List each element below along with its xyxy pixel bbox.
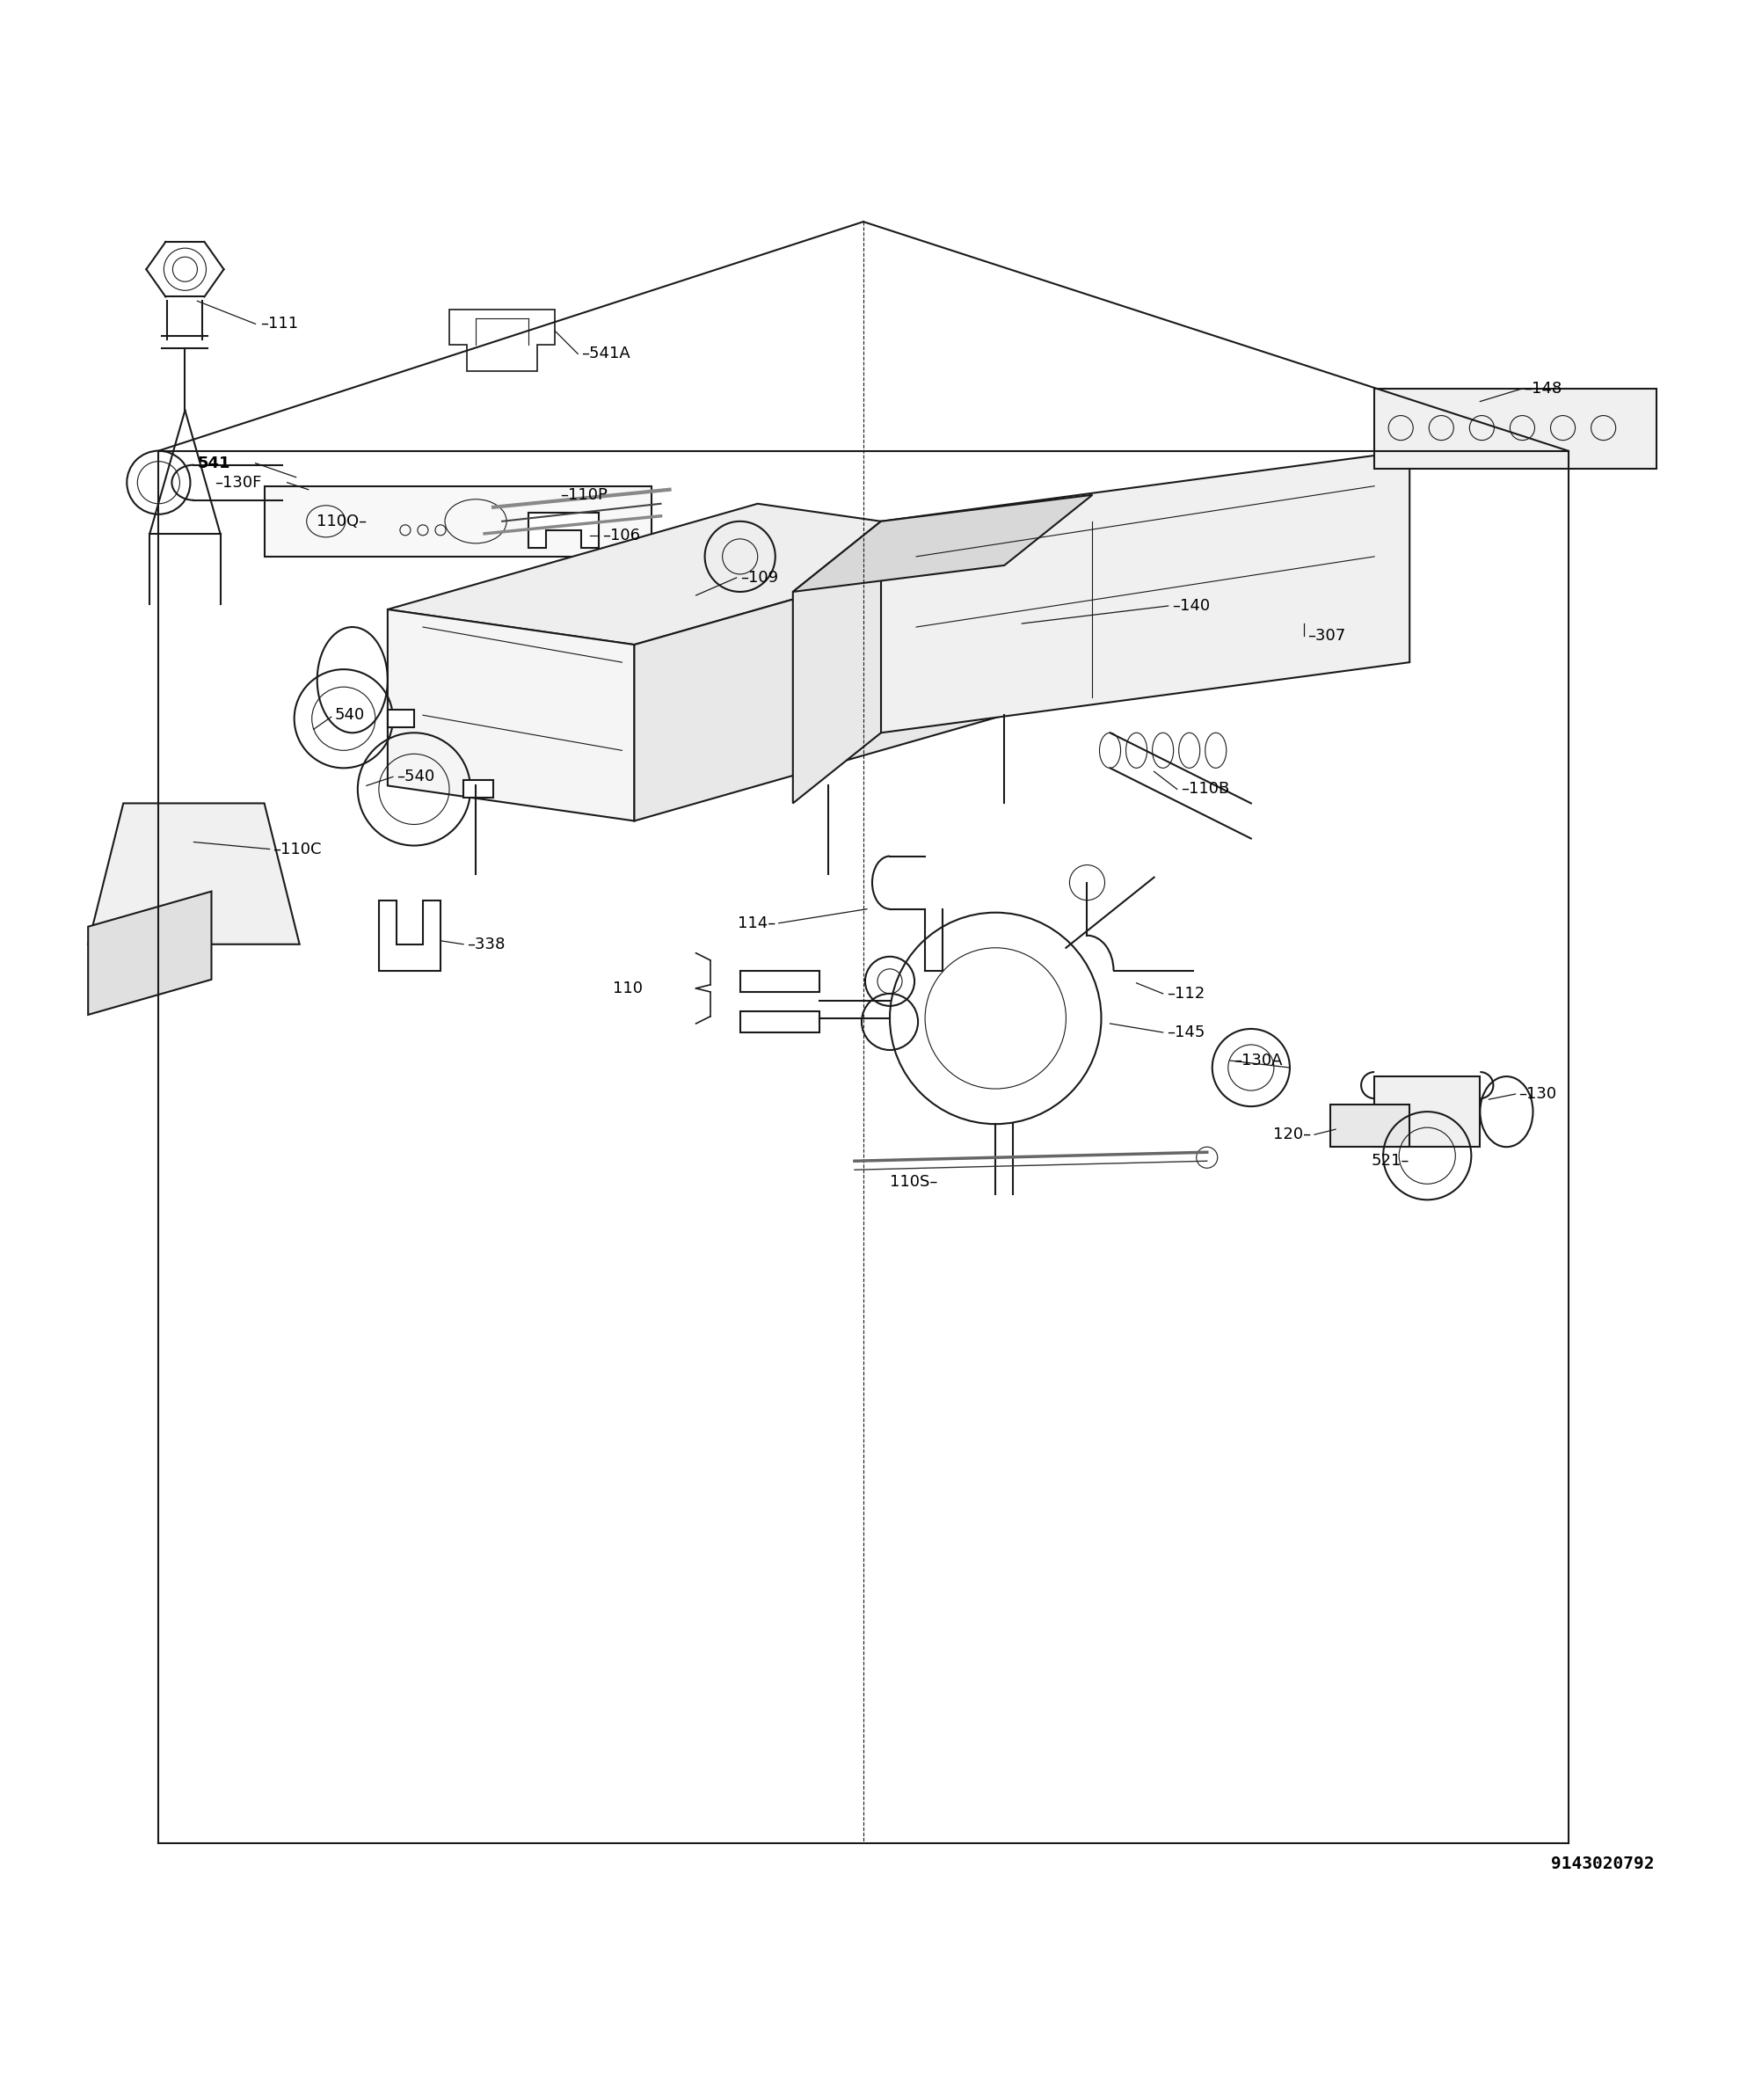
Polygon shape [1330,1105,1410,1147]
Polygon shape [264,485,652,557]
Text: –130: –130 [1519,1086,1558,1102]
Text: –112: –112 [1166,985,1205,1002]
Text: 9143020792: 9143020792 [1551,1856,1655,1873]
Polygon shape [88,890,211,1014]
Text: –540: –540 [396,769,435,785]
Polygon shape [529,512,599,548]
Text: –109: –109 [740,569,779,586]
Polygon shape [388,504,1004,645]
Polygon shape [634,540,1004,821]
Polygon shape [1374,1077,1480,1147]
Text: –338: –338 [467,937,506,951]
Text: 541: 541 [197,456,231,470]
Polygon shape [449,311,555,372]
Text: –145: –145 [1166,1025,1205,1040]
Polygon shape [793,496,1092,592]
Text: 114–: 114– [737,916,775,930]
Text: 120–: 120– [1272,1128,1311,1142]
Polygon shape [388,609,634,821]
Polygon shape [793,521,881,804]
Text: 521–: 521– [1371,1153,1410,1170]
Polygon shape [388,710,414,727]
Text: –307: –307 [1307,628,1346,645]
Text: –130F: –130F [215,475,263,491]
Polygon shape [1374,388,1656,468]
Text: –541A: –541A [581,347,631,361]
Text: 110S–: 110S– [890,1174,937,1191]
Polygon shape [379,901,440,970]
Polygon shape [740,1012,819,1033]
Text: –106: –106 [603,527,640,544]
Polygon shape [881,452,1410,733]
Text: –140: –140 [1172,598,1210,613]
Text: 540: 540 [335,708,365,722]
Text: –110P: –110P [560,487,608,502]
Text: –111: –111 [261,315,300,332]
Polygon shape [463,781,493,798]
Text: 110: 110 [613,981,643,995]
Text: 110Q–: 110Q– [315,512,366,529]
Text: –148: –148 [1524,382,1563,397]
Polygon shape [740,970,819,991]
Text: –110B: –110B [1181,781,1230,798]
Text: –130A: –130A [1233,1052,1283,1069]
Polygon shape [88,804,300,945]
Text: –110C: –110C [273,842,322,857]
